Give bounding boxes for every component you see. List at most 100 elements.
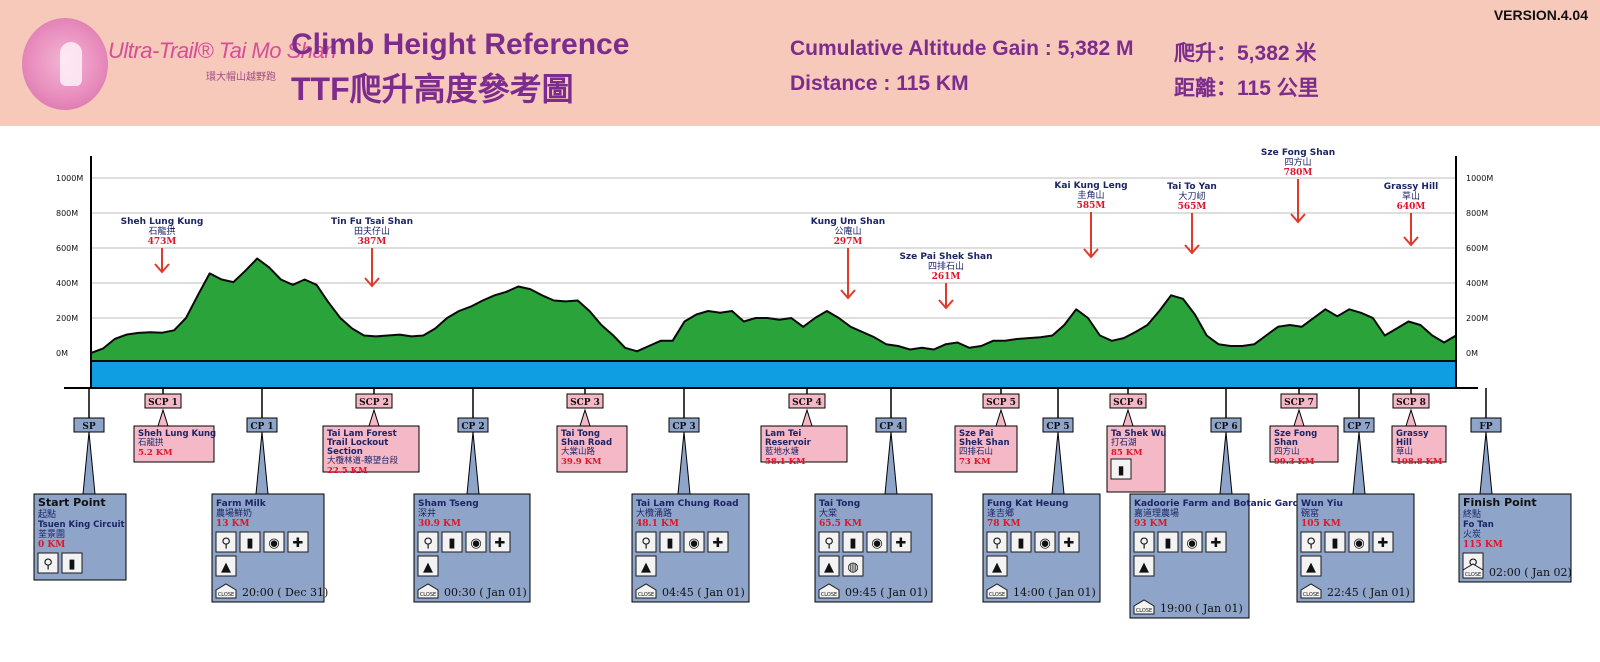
water-band (91, 361, 1456, 388)
peak-arrow-head (1184, 244, 1200, 255)
altitude-gain-zh: 爬升：5,382 米 (1174, 42, 1317, 65)
cp-name-zh: 農場鮮奶 (216, 507, 252, 519)
peak-name-zh: 圭角山 (1077, 189, 1104, 201)
close-sign-icon (1462, 563, 1484, 579)
cp-title: Sham Tseng (418, 499, 479, 509)
scp-name: Tai Lam Forest (327, 429, 397, 439)
cp-pointer (1479, 431, 1493, 495)
logo-subtitle: 環大帽山越野跑 (206, 72, 276, 83)
peak-elevation: 565M (1178, 202, 1207, 212)
cp-name-zh: 碗窰 (1301, 507, 1319, 519)
scp-name-zh: 大棠山路 (561, 446, 596, 457)
cp-subtitle: Tsuen King Circuit (38, 520, 125, 530)
toilet-icon-glyph: ⚲ (1306, 536, 1316, 551)
scp-code: SCP 6 (1113, 398, 1143, 408)
y-tick-label-right: 1000M (1466, 174, 1493, 183)
close-sign-icon (215, 583, 237, 599)
tent-icon-glyph: ▲ (1306, 560, 1316, 575)
scp-name: Shan (1274, 438, 1298, 448)
water-bottle-icon (441, 531, 463, 553)
first-aid-icon (1205, 531, 1227, 553)
scp-name-zh: 草山 (1396, 446, 1413, 457)
terrain-profile (90, 257, 1457, 362)
cp-name-zh: 嘉道理農場 (1134, 507, 1179, 519)
cp-code: CP 2 (461, 422, 484, 432)
scp-code-box (1280, 393, 1318, 409)
food-plate-icon-glyph: ◉ (871, 536, 882, 551)
scp-code: SCP 8 (1396, 398, 1426, 408)
scp-box (954, 425, 1018, 473)
cp-code: CP 3 (672, 422, 695, 432)
cp-distance: 93 KM (1134, 519, 1167, 529)
peak-elevation: 297M (834, 237, 863, 247)
toilet-icon-glyph: ⚲ (992, 536, 1002, 551)
cp-pointer (466, 431, 480, 495)
tent-icon-glyph: ▲ (641, 560, 651, 575)
y-tick-label-left: 200M (56, 314, 78, 323)
tent-icon (1300, 555, 1322, 577)
water-bottle-icon-glyph: ▮ (1017, 536, 1024, 551)
first-aid-icon-glyph: ✚ (1378, 536, 1389, 551)
scp-name: Sze Fong (1274, 429, 1317, 439)
close-sign-icon (417, 583, 439, 599)
toilet-icon (986, 531, 1008, 553)
cp-title: Fung Kat Heung (987, 499, 1068, 509)
tent-icon-glyph: ▲ (992, 560, 1002, 575)
y-tick-label-right: 0M (1466, 349, 1478, 358)
cp-pointer (1219, 431, 1233, 495)
peak-elevation: 261M (932, 272, 961, 282)
cp-close-time: 00:30 ( Jan 01) (444, 586, 527, 599)
tent-icon (215, 555, 237, 577)
cp-pointer (884, 431, 898, 495)
water-bottle-icon-glyph: ▮ (68, 557, 75, 572)
elevation-profile-chart: 1000M 1000M 800M 800M 600M 600M 400M 400M 200M 20… (33, 148, 1572, 619)
food-plate-icon (1034, 531, 1056, 553)
peak-elevation: 585M (1077, 201, 1106, 211)
peak-arrow-head (154, 263, 170, 274)
scp-pointer (157, 408, 169, 427)
cp-title: Start Point (38, 496, 106, 509)
header-banner: VERSION.4.04 Ultra-Trail® Tai Mo Shan 環大… (0, 0, 1600, 126)
scp-name: Section (327, 447, 363, 457)
close-sign-label: CLOSE (420, 592, 436, 598)
scp-name: Reservoir (765, 438, 812, 448)
scp-name: Lam Tei (765, 429, 801, 439)
peak-arrow-head (840, 289, 856, 300)
scp-code-box (788, 393, 826, 409)
cp-close-time: 20:00 ( Dec 31) (242, 586, 328, 599)
scp-pointer (1405, 408, 1417, 427)
scp-name: Trail Lockout (327, 438, 388, 448)
scp-pointer (801, 408, 813, 427)
scp-distance: 22.5 KM (327, 466, 368, 476)
tent-icon (635, 555, 657, 577)
peak-name-zh: 石龍拱 (148, 225, 175, 237)
toilet-icon (37, 552, 59, 574)
tent-icon-glyph: ▲ (824, 560, 834, 575)
tent-icon-glyph: ▲ (423, 560, 433, 575)
food-plate-icon-glyph: ◉ (268, 536, 279, 551)
close-sign-label: CLOSE (638, 592, 654, 598)
scp-name: Tai Tong (561, 429, 600, 439)
food-plate-icon (866, 531, 888, 553)
cp-close-time: 22:45 ( Jan 01) (1327, 586, 1410, 599)
scp-code-box (1109, 393, 1147, 409)
cp-close-time: 02:00 ( Jan 02) (1489, 566, 1572, 579)
scp-box (1391, 425, 1447, 463)
first-aid-icon (1058, 531, 1080, 553)
version-label: VERSION.4.04 (1493, 7, 1588, 23)
scp-box (1269, 425, 1339, 463)
scp-code: SCP 3 (570, 398, 600, 408)
drop-bag-icon-glyph: ◍ (847, 560, 858, 575)
peak-name-zh: 公庵山 (834, 225, 861, 237)
cp-close-time: 14:00 ( Jan 01) (1013, 586, 1096, 599)
close-sign-label: CLOSE (1303, 592, 1319, 598)
scp-box (322, 425, 420, 473)
scp-box (556, 425, 628, 473)
cp-code: CP 4 (879, 422, 902, 432)
cp-subtitle-zh: 荃景圍 (38, 528, 65, 540)
y-tick-label-left: 800M (56, 209, 78, 218)
peak-elevation: 780M (1284, 168, 1313, 178)
scp-code: SCP 7 (1284, 398, 1314, 408)
peak-name: Grassy Hill (1384, 182, 1438, 192)
scp-distance: 58.1 KM (765, 457, 806, 467)
